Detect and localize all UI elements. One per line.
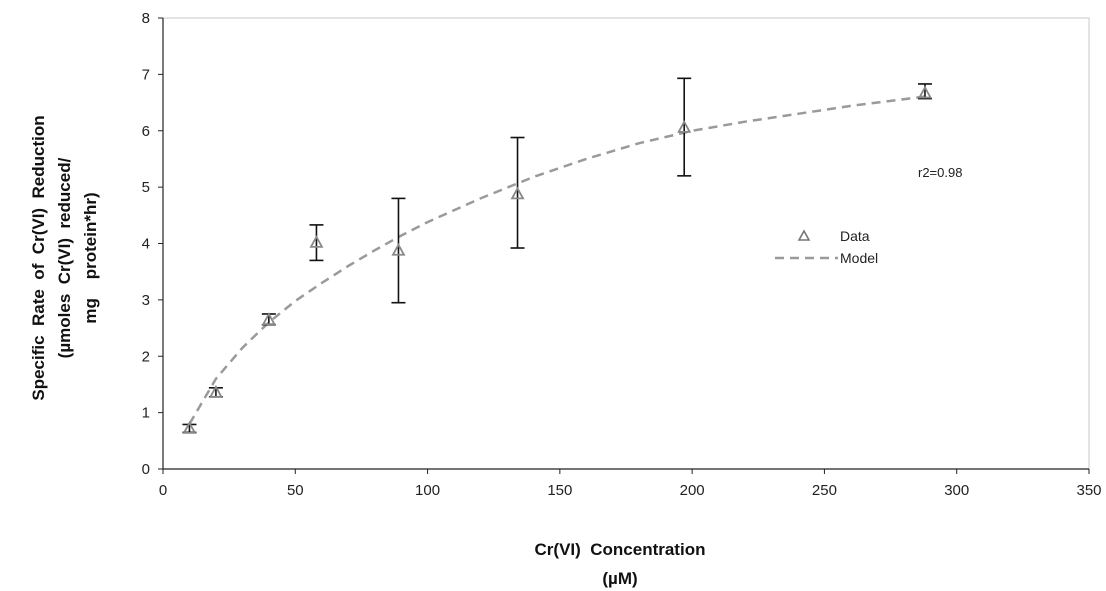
r2-annotation: r2=0.98 xyxy=(918,165,962,180)
x-tick-label: 300 xyxy=(944,482,969,499)
x-tick-label: 250 xyxy=(812,482,837,499)
error-bar xyxy=(510,136,525,249)
y-tick-label: 7 xyxy=(142,66,150,83)
data-points xyxy=(182,85,932,434)
data-point xyxy=(917,85,932,99)
x-axis-title-line-1: Cr(VI) Concentration xyxy=(535,540,706,559)
data-point xyxy=(510,186,525,200)
x-tick-label: 0 xyxy=(159,482,167,499)
y-tick-label: 6 xyxy=(142,123,150,140)
data-point xyxy=(677,119,692,133)
error-bar xyxy=(391,197,406,304)
y-tick-label: 4 xyxy=(142,236,150,253)
x-ticks: 0 50 100 150 200 250 300 350 xyxy=(159,469,1102,499)
x-tick-label: 200 xyxy=(680,482,705,499)
error-bar xyxy=(309,224,324,262)
model-series-line xyxy=(188,94,931,425)
y-axis-title-line-1: Specific Rate of Cr(VI) Reduction xyxy=(29,115,48,400)
y-axis-title: Specific Rate of Cr(VI) Reduction (µmole… xyxy=(29,115,100,400)
y-tick-label: 1 xyxy=(142,405,150,422)
data-point xyxy=(261,312,276,326)
x-tick-label: 100 xyxy=(415,482,440,499)
y-tick-label: 5 xyxy=(142,179,150,196)
legend-data-label: Data xyxy=(840,228,870,244)
legend-data-marker xyxy=(797,229,811,241)
x-tick-label: 150 xyxy=(547,482,572,499)
y-tick-label: 3 xyxy=(142,292,150,309)
data-point xyxy=(208,384,223,398)
y-tick-label: 8 xyxy=(142,10,150,27)
x-axis-title: Cr(VI) Concentration (µM) xyxy=(535,540,706,588)
data-point xyxy=(309,235,324,248)
legend-model-label: Model xyxy=(840,250,878,266)
data-point xyxy=(182,421,197,434)
data-point xyxy=(391,242,406,256)
y-tick-label: 0 xyxy=(142,461,150,478)
x-tick-label: 50 xyxy=(287,482,304,499)
plot-area xyxy=(162,17,1090,470)
legend: Data Model xyxy=(775,228,878,266)
x-axis-title-line-2: (µM) xyxy=(602,569,637,588)
y-axis-title-line-3: mg protein*hr) xyxy=(81,192,100,323)
y-ticks: 0 1 2 3 4 5 6 7 8 xyxy=(142,10,163,478)
error-bar xyxy=(677,77,692,177)
y-axis-title-line-2: (µmoles Cr(VI) reduced/ xyxy=(55,157,74,358)
x-tick-label: 350 xyxy=(1076,482,1101,499)
y-tick-label: 2 xyxy=(142,348,150,365)
